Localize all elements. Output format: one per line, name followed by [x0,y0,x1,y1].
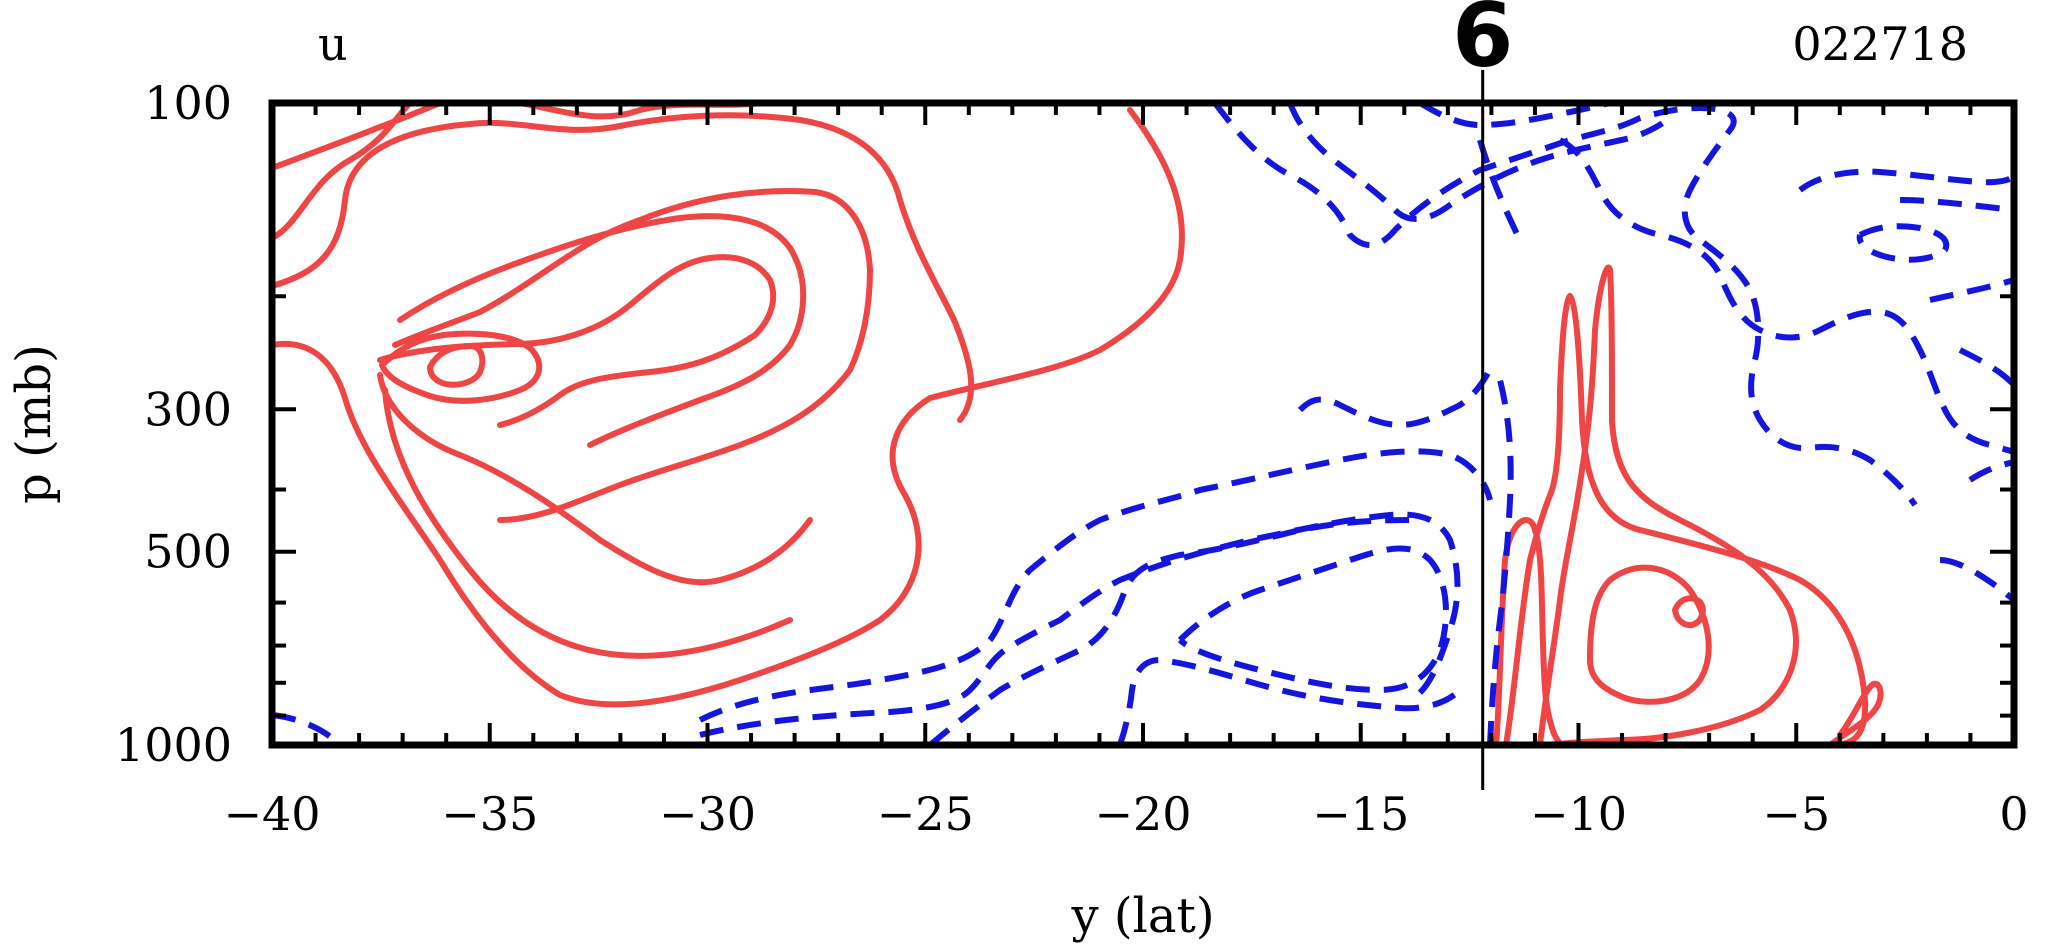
neg-contour-8 [1297,363,1495,428]
x-tick-label: −40 [223,787,320,841]
y-axis-ticks: 100 300 500 1000 [115,76,2014,772]
neg-contour-20 [1477,139,1523,242]
pos-contour-11 [382,387,793,659]
neg-contour-1 [272,712,343,745]
pos-contour-10 [377,372,813,586]
x-tick-label: −30 [659,787,756,841]
pos-contour-4 [272,107,1185,708]
y-tick-label: 1000 [115,718,232,772]
y-axis-title: p (mb) [6,344,62,504]
x-tick-label: −10 [1530,787,1627,841]
run-id-label: 022718 [1792,17,1968,71]
neg-contour-7 [1487,379,1514,745]
x-tick-label: −5 [1762,787,1830,841]
x-axis-title: y (lat) [1070,888,1214,944]
x-tick-label: 0 [1999,787,2028,841]
neg-contour-2 [698,448,1493,723]
neg-contour-10 [1287,103,1672,223]
pos-contour-5 [392,188,873,523]
y-tick-label: 100 [144,76,232,130]
pos-contour-15 [1587,564,1712,705]
pos-contour-7 [377,254,777,428]
x-tick-label: −20 [1094,787,1191,841]
neg-contour-5 [1117,657,1463,745]
pos-contour-8 [379,330,543,404]
x-tick-label: −35 [441,787,538,841]
neg-contour-16 [1929,277,2014,303]
x-tick-label: −15 [1312,787,1409,841]
pos-contour-9 [427,343,486,388]
neg-contour-6 [1177,545,1449,693]
neg-contour-18 [1968,459,2014,483]
pos-contour-3 [272,112,975,423]
neg-contour-14 [1856,223,1950,263]
y-tick-label: 500 [144,525,232,579]
variable-label: u [318,17,348,71]
plot-frame [268,99,2018,749]
neg-contour-4 [928,517,1421,745]
x-tick-label: −25 [877,787,974,841]
neg-contour-15 [1899,197,2014,213]
axes-frame [268,99,2018,749]
pos-contour-14 [1537,264,1799,745]
neg-contour-13 [1798,168,2014,193]
pos-contour-6 [397,213,807,448]
y-tick-label: 300 [144,382,232,436]
neg-contour-12 [1558,137,2014,455]
neg-contour-3 [699,511,1461,738]
x-axis-ticks: −40 −35 −30 −25 −20 −15 −10 −5 0 [223,103,2029,841]
neg-contour-9 [1212,103,1918,507]
contour-lines [272,103,2014,745]
pos-contour-17 [1827,680,1884,745]
pos-contour-16 [1672,595,1706,629]
neg-contour-19 [1939,557,2014,603]
pos-contour-13 [1503,293,1869,745]
pos-contour-1 [272,103,443,171]
neg-contour-17 [1958,347,2014,388]
